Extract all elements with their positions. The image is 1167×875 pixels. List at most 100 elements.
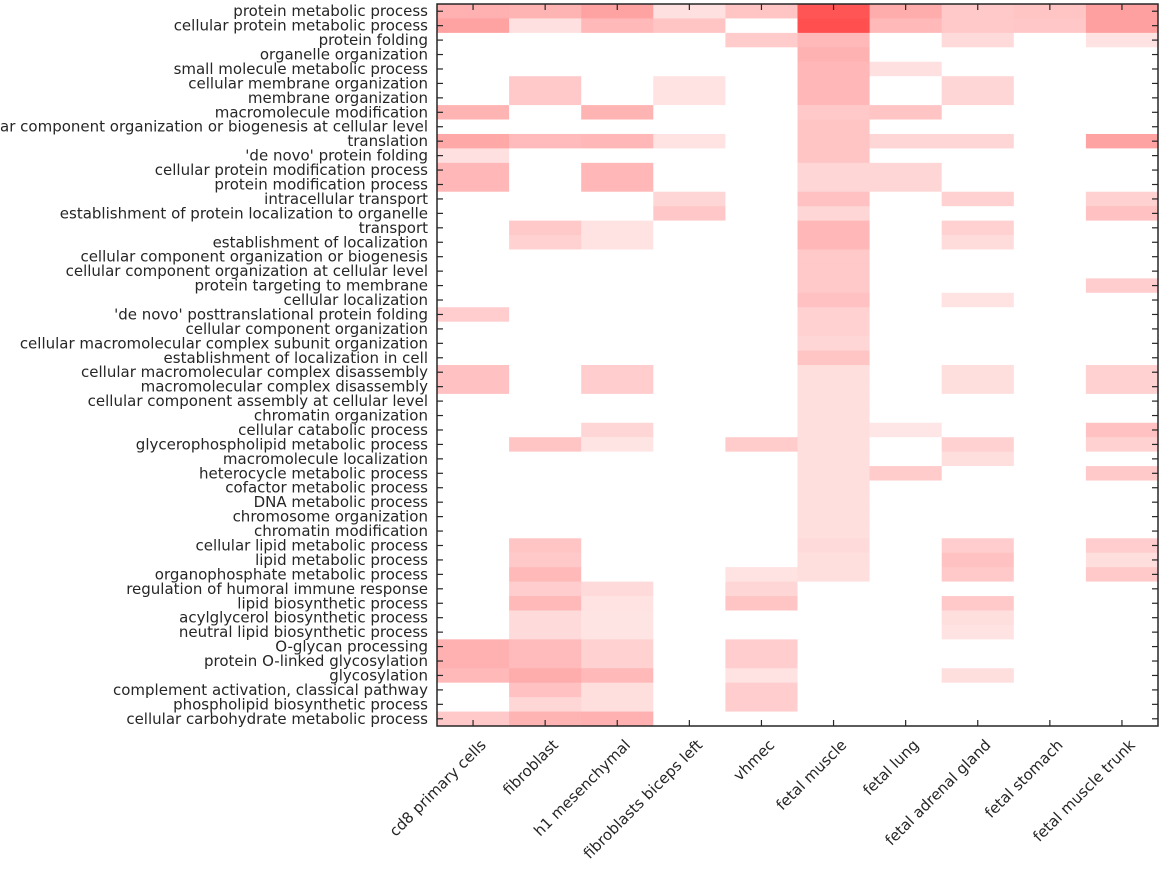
heatmap-cell	[653, 393, 726, 409]
heatmap-cell	[1085, 624, 1159, 640]
heatmap-cell	[941, 581, 1015, 597]
heatmap-cell	[581, 249, 654, 265]
heatmap-cell	[725, 552, 798, 568]
heatmap-cell	[653, 538, 726, 554]
heatmap-cell	[1013, 32, 1087, 48]
heatmap-cell	[941, 451, 1015, 467]
heatmap-cell	[941, 538, 1015, 554]
heatmap-cell	[437, 596, 510, 611]
heatmap-cell	[725, 422, 798, 438]
heatmap-cell	[653, 697, 726, 713]
heatmap-cell	[941, 523, 1015, 539]
heatmap-cell	[941, 148, 1015, 164]
y-tick-label: cellular component organization	[185, 320, 428, 338]
heatmap-cell	[581, 162, 654, 178]
heatmap-cell	[797, 610, 871, 626]
heatmap-cell	[869, 581, 943, 597]
heatmap-cell	[653, 466, 726, 482]
heatmap-cell	[581, 4, 654, 19]
heatmap-cell	[869, 610, 943, 626]
heatmap-cell	[509, 567, 582, 583]
heatmap-cell	[725, 711, 798, 727]
heatmap-cell	[1085, 422, 1159, 438]
heatmap-cell	[869, 90, 943, 106]
heatmap-cell	[509, 393, 582, 409]
heatmap-cell	[653, 624, 726, 640]
heatmap-cell	[653, 206, 726, 222]
heatmap-cell	[509, 422, 582, 438]
y-tick-label: establishment of protein localization to…	[60, 204, 428, 222]
heatmap-cell	[1085, 379, 1159, 395]
heatmap-cell	[725, 624, 798, 640]
heatmap-cell	[725, 162, 798, 178]
heatmap-cell	[509, 408, 582, 424]
heatmap-cell	[1085, 668, 1159, 684]
heatmap-cell	[581, 567, 654, 583]
heatmap-cell	[941, 610, 1015, 626]
heatmap-cell	[725, 596, 798, 611]
heatmap-cell	[581, 697, 654, 713]
heatmap-cell	[509, 480, 582, 496]
heatmap-cell	[1085, 90, 1159, 106]
heatmap-cell	[869, 653, 943, 669]
x-tick-label: fetal lung	[859, 736, 922, 799]
heatmap-cell	[1013, 596, 1087, 611]
heatmap-cell	[653, 76, 726, 92]
heatmap-cell	[653, 682, 726, 698]
heatmap-cell	[725, 321, 798, 337]
heatmap-cell	[725, 235, 798, 250]
heatmap-cell	[509, 105, 582, 121]
heatmap-cell	[653, 119, 726, 135]
heatmap-cell	[1013, 177, 1087, 193]
heatmap-cell	[797, 148, 871, 164]
heatmap-cell	[581, 321, 654, 337]
heatmap-cell	[869, 235, 943, 250]
heatmap-cell	[1013, 653, 1087, 669]
heatmap-cell	[941, 494, 1015, 510]
heatmap-cell	[653, 422, 726, 438]
heatmap-cell	[941, 567, 1015, 583]
heatmap-cell	[797, 480, 871, 496]
heatmap-cell	[1085, 711, 1159, 727]
heatmap-cell	[1013, 682, 1087, 698]
heatmap-cell	[653, 408, 726, 424]
heatmap-cell	[725, 379, 798, 395]
heatmap-cell	[581, 379, 654, 395]
y-tick-label: cellular protein metabolic process	[174, 17, 428, 35]
heatmap-cell	[653, 307, 726, 323]
heatmap-cell	[1085, 596, 1159, 611]
heatmap-cell	[869, 523, 943, 539]
x-tick-label: cd8 primary cells	[386, 736, 490, 840]
heatmap-cell	[1013, 292, 1087, 308]
heatmap-cell	[869, 552, 943, 568]
heatmap-cell	[1013, 220, 1087, 236]
heatmap-cell	[869, 191, 943, 207]
heatmap-cell	[1013, 350, 1087, 366]
heatmap-cell	[581, 639, 654, 655]
heatmap-cell	[437, 177, 510, 193]
heatmap-cell	[941, 133, 1015, 149]
heatmap-cell	[797, 393, 871, 409]
heatmap-cell	[653, 249, 726, 265]
heatmap-cell	[437, 422, 510, 438]
heatmap-cell	[509, 365, 582, 380]
heatmap-cell	[1085, 278, 1159, 294]
heatmap-cell	[941, 162, 1015, 178]
heatmap-cell	[509, 552, 582, 568]
heatmap-cell	[437, 509, 510, 525]
heatmap-cell	[653, 494, 726, 510]
heatmap-cell	[1013, 148, 1087, 164]
heatmap-cell	[1085, 206, 1159, 222]
heatmap-cell	[797, 365, 871, 380]
heatmap-cells	[437, 4, 1159, 727]
heatmap-cell	[1085, 451, 1159, 467]
heatmap-cell	[581, 682, 654, 698]
heatmap-cell	[725, 206, 798, 222]
heatmap-cell	[1085, 523, 1159, 539]
heatmap-cell	[653, 711, 726, 727]
heatmap-cell	[725, 567, 798, 583]
heatmap-cell	[653, 451, 726, 467]
heatmap-cell	[653, 379, 726, 395]
heatmap-cell	[509, 610, 582, 626]
y-tick-label: heterocycle metabolic process	[199, 464, 428, 482]
